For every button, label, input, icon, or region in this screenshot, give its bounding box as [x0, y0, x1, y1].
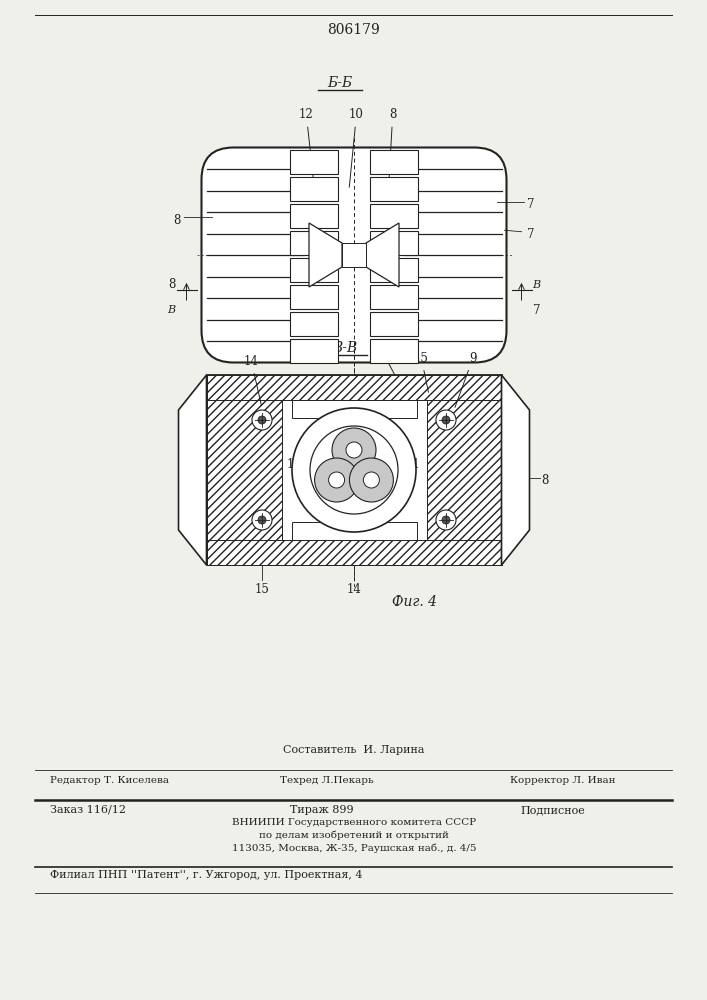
Text: 806179: 806179 [327, 23, 380, 37]
Bar [290, 258, 338, 282]
Text: 14: 14 [244, 355, 262, 405]
Bar [370, 258, 418, 282]
Polygon shape [178, 375, 206, 565]
Text: В-В: В-В [332, 341, 358, 355]
Circle shape [349, 458, 393, 502]
Bar [206, 375, 501, 565]
Circle shape [258, 516, 266, 524]
Text: 14: 14 [346, 583, 361, 596]
Polygon shape [366, 223, 399, 287]
Circle shape [292, 408, 416, 532]
Circle shape [329, 472, 344, 488]
Text: Фиг. 3: Фиг. 3 [312, 390, 356, 404]
Text: по делам изобретений и открытий: по делам изобретений и открытий [259, 830, 449, 840]
Text: Корректор Л. Иван: Корректор Л. Иван [510, 776, 616, 785]
Bar [291, 400, 416, 418]
Text: 8: 8 [389, 108, 397, 177]
Circle shape [252, 510, 272, 530]
Text: 15: 15 [255, 583, 269, 596]
Polygon shape [501, 375, 530, 565]
FancyBboxPatch shape [201, 147, 506, 362]
Bar [290, 339, 338, 363]
Text: 10: 10 [349, 108, 364, 187]
Circle shape [442, 516, 450, 524]
Text: Подписное: Подписное [520, 805, 585, 815]
Text: Филиал ПНП ''Патент'', г. Ужгород, ул. Проектная, 4: Филиал ПНП ''Патент'', г. Ужгород, ул. П… [50, 870, 363, 880]
Bar [370, 231, 418, 255]
Text: 8: 8 [380, 347, 407, 396]
Text: ВНИИПИ Государственного комитета СССР: ВНИИПИ Государственного комитета СССР [232, 818, 476, 827]
Bar [206, 400, 281, 540]
Text: 7: 7 [533, 304, 540, 316]
Text: 113035, Москва, Ж-35, Раушская наб., д. 4/5: 113035, Москва, Ж-35, Раушская наб., д. … [232, 844, 477, 853]
Text: 8: 8 [542, 474, 549, 487]
Bar [370, 285, 418, 309]
Text: B: B [168, 305, 175, 315]
Bar [290, 177, 338, 201]
Bar [290, 231, 338, 255]
Circle shape [442, 416, 450, 424]
Bar [290, 204, 338, 228]
Text: B: B [532, 280, 541, 290]
Text: 9: 9 [455, 352, 477, 407]
Text: 15: 15 [414, 352, 429, 392]
Text: Редактор Т. Киселева: Редактор Т. Киселева [50, 776, 169, 785]
Bar [370, 177, 418, 201]
Text: 12: 12 [299, 108, 314, 182]
Circle shape [252, 410, 272, 430]
Circle shape [258, 416, 266, 424]
Circle shape [332, 428, 376, 472]
Text: 13: 13 [287, 458, 302, 472]
Text: 11: 11 [406, 458, 421, 472]
Text: Техред Л.Пекарь: Техред Л.Пекарь [280, 776, 373, 785]
Text: 8: 8 [173, 214, 180, 227]
Bar [370, 312, 418, 336]
Bar [370, 339, 418, 363]
Bar [290, 150, 338, 174]
Circle shape [436, 510, 456, 530]
Circle shape [315, 458, 358, 502]
Bar [291, 522, 416, 540]
Bar [290, 312, 338, 336]
Bar [370, 204, 418, 228]
Circle shape [346, 442, 362, 458]
Bar [370, 150, 418, 174]
Text: 8: 8 [168, 278, 175, 292]
Circle shape [436, 410, 456, 430]
Text: Заказ 116/12: Заказ 116/12 [50, 805, 126, 815]
Bar [290, 285, 338, 309]
Circle shape [363, 472, 380, 488]
Text: Составитель  И. Ларина: Составитель И. Ларина [284, 745, 425, 755]
Bar [206, 375, 501, 400]
Polygon shape [309, 223, 342, 287]
Text: Тираж 899: Тираж 899 [290, 805, 354, 815]
Bar [206, 540, 501, 565]
Bar [342, 243, 366, 267]
Text: Б-Б: Б-Б [327, 76, 353, 90]
Text: Фиг. 4: Фиг. 4 [392, 595, 436, 609]
Bar [426, 400, 501, 540]
Text: 7: 7 [527, 198, 534, 212]
Text: 7: 7 [527, 229, 534, 241]
